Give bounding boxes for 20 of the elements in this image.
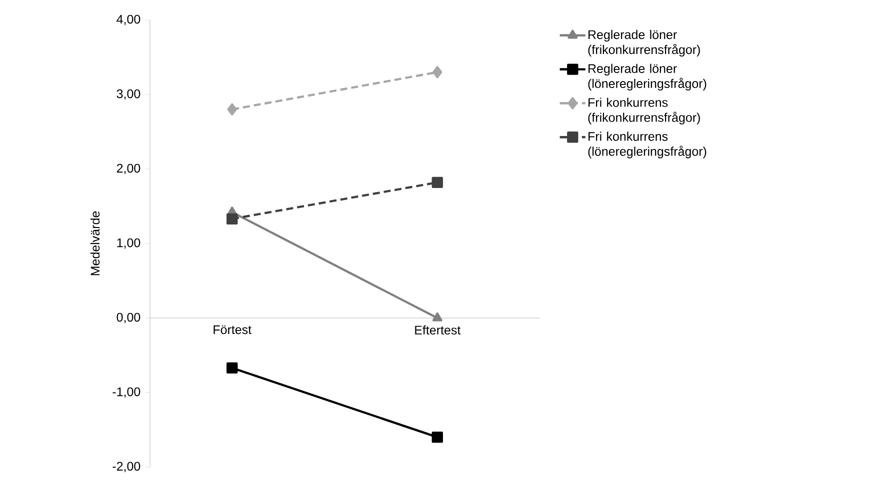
y-tick-label: -2,00 xyxy=(112,462,140,472)
x-tick-label: Eftertest xyxy=(415,325,461,335)
point xyxy=(226,213,238,225)
point xyxy=(432,66,442,78)
legend-label: Fri konkurrens (frikonkurrensfrågor) xyxy=(588,98,700,124)
legend-label: Fri konkurrens (löneregleringsfrågor) xyxy=(588,132,706,158)
x-tick-label: Förtest xyxy=(214,325,252,334)
y-tick-label: 4,00 xyxy=(116,14,140,26)
y-tick-label: -1,00 xyxy=(112,387,140,398)
legend-label: Reglerade löner (frikonkurrensfrågor) xyxy=(588,30,700,57)
y-tick-label: 1,00 xyxy=(117,238,140,249)
point xyxy=(226,362,238,374)
point xyxy=(227,103,237,116)
y-axis-title: Medelvärde xyxy=(90,211,100,276)
legend-label: Reglerade löner (löneregleringsfrågor) xyxy=(588,64,706,90)
y-tick-label: 0,00 xyxy=(116,312,140,324)
y-tick-label: 2,00 xyxy=(116,164,140,174)
point xyxy=(432,176,443,188)
y-tick-label: 3,00 xyxy=(116,89,140,100)
point xyxy=(432,432,443,443)
